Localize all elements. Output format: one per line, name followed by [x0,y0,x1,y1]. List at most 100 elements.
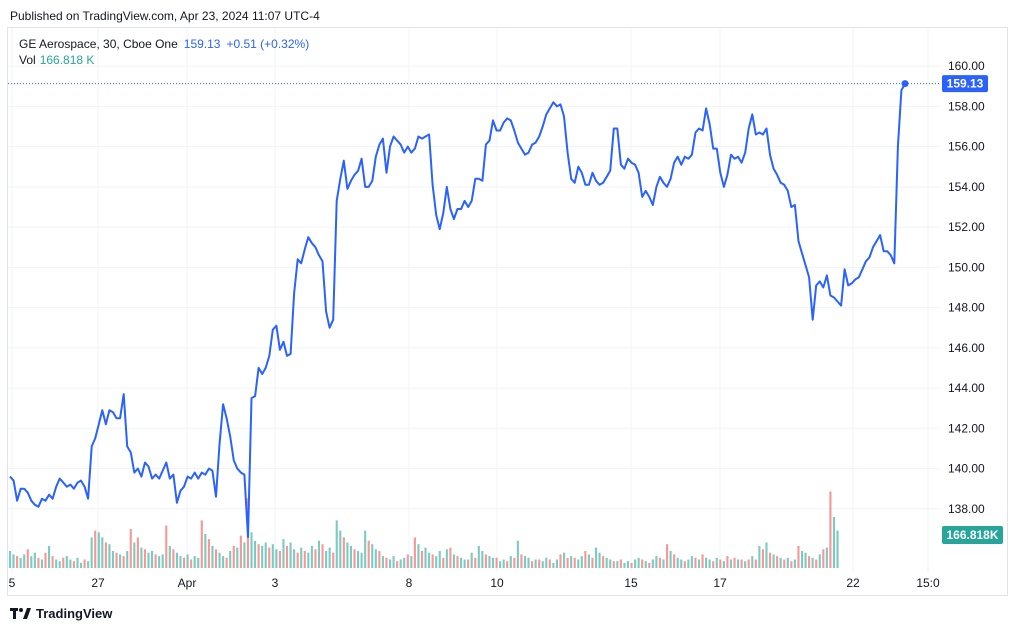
volume-bar [349,545,353,568]
volume-bar [488,556,491,568]
volume-bar [186,554,189,568]
volume-bar [438,551,441,568]
volume-bar [729,559,733,568]
volume-bar [285,545,289,568]
volume-bar [644,561,647,568]
volume-bar [346,542,349,568]
volume-bar [719,559,722,568]
volume-bar [790,561,793,568]
volume-bar [822,549,825,568]
volume-bar [321,544,324,568]
volume-bar [332,552,335,568]
volume-bar [101,537,104,568]
volume-bar [509,556,512,568]
volume-bar [477,545,480,568]
volume-bar [779,557,782,568]
volume-bar [701,554,704,568]
volume-bar [697,559,701,568]
volume-bar [55,559,58,568]
volume-bar [325,551,328,568]
volume-bar [23,554,26,568]
volume-bar [44,552,47,568]
x-tick-label: 15 [624,576,638,590]
volume-bar [555,559,559,568]
volume-bar [832,517,836,568]
legend-price: 159.13 [183,37,221,51]
volume-bar [204,534,207,568]
volume-bar [754,559,757,568]
y-tick-label: 148.00 [948,301,985,315]
volume-bar [651,559,654,568]
last-price-label: 159.13 [942,75,988,93]
legend: GE Aerospace, 30, Cboe One 159.13 +0.51 (+… [19,36,309,68]
volume-bar [655,556,658,568]
volume-bar [584,551,587,568]
volume-bar [364,530,367,568]
volume-bar [797,545,800,568]
volume-bar [545,557,548,568]
volume-bar [726,556,729,568]
volume-bar [207,539,210,568]
y-tick-label: 156.00 [948,140,985,154]
volume-bar [296,552,299,568]
volume-bar [97,532,100,568]
volume-bar [612,561,615,568]
volume-bar [48,545,51,568]
volume-bar [317,540,321,568]
volume-bar [513,557,516,568]
volume-bar [51,556,54,568]
volume-bar [694,557,697,568]
volume-bar [307,552,310,568]
volume-bar [577,559,580,568]
volume-bar [8,551,12,568]
volume-bar [776,556,779,568]
volume-bar [356,551,360,568]
footer-brand[interactable]: TradingView [10,606,112,621]
x-tick-label: 17 [713,576,727,590]
volume-bar [648,562,651,568]
volume-bar [303,551,306,568]
volume-bar [111,551,115,568]
y-tick-label: 160.00 [948,59,985,73]
volume-bar [62,557,65,568]
volume-label[interactable]: Vol [19,53,36,67]
x-tick-label: 10 [490,576,504,590]
last-price-text: 159.13 [947,77,984,91]
volume-bar [680,559,683,568]
volume-bar [669,551,672,568]
volume-bar [836,530,839,568]
volume-bar [83,559,86,568]
volume-bar [275,549,278,568]
volume-bar [293,549,296,568]
volume-bar [722,561,725,568]
volume-bar [147,552,150,568]
volume-bar [552,562,555,568]
volume-bar [197,557,200,568]
volume-bar [19,557,22,568]
volume-bar [587,554,590,568]
volume-bar [811,557,814,568]
volume-bar [793,559,796,568]
y-tick-label: 154.00 [948,180,985,194]
volume-bar [818,554,821,568]
volume-bar [559,554,562,568]
volume-bar [459,557,463,568]
volume-bar [495,557,498,568]
volume-bar [705,557,708,568]
volume-bar [211,545,214,568]
volume-bar [456,556,459,568]
volume-bar [740,559,743,568]
volume-bar [261,545,264,568]
x-tick-label: 5 [9,576,16,590]
volume-bar [445,549,448,568]
symbol-name[interactable]: GE Aerospace, 30, Cboe One [19,37,178,51]
volume-bar [133,542,136,568]
volume-bar [410,556,413,568]
y-tick-label: 144.00 [948,381,985,395]
volume-bar [310,545,313,568]
volume-bar [40,559,44,568]
volume-bar [481,551,484,568]
volume-bar [531,561,534,568]
volume-bar [225,557,228,568]
